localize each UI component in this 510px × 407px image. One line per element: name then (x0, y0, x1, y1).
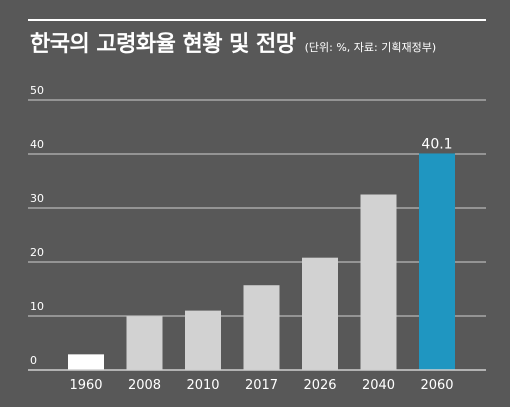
bar-2040 (360, 194, 397, 370)
y-tick-label-40: 40 (30, 138, 44, 151)
bar-2060 (419, 153, 455, 370)
title-top-rule (28, 19, 486, 21)
y-tick-label-10: 10 (30, 300, 44, 313)
y-tick-label-20: 20 (30, 246, 44, 259)
x-tick-label-1960: 1960 (69, 378, 102, 393)
x-tick-label-2017: 2017 (245, 378, 278, 393)
y-tick-label-50: 50 (30, 84, 44, 97)
bar-1960 (68, 354, 104, 370)
y-tick-label-30: 30 (30, 192, 44, 205)
chart-title: 한국의 고령화율 현황 및 전망 (30, 32, 296, 57)
chart-subtitle: (단위: %, 자료: 기획재정부) (304, 41, 437, 54)
bar-2017 (243, 285, 280, 370)
x-tick-label-2026: 2026 (303, 378, 336, 393)
title-row: 한국의 고령화율 현황 및 전망 (단위: %, 자료: 기획재정부) (30, 26, 500, 58)
y-tick-label-0: 0 (30, 354, 37, 367)
x-tick-label-2008: 2008 (128, 378, 161, 393)
x-tick-label-2040: 2040 (362, 378, 395, 393)
x-tick-label-2010: 2010 (186, 378, 219, 393)
bar-2026 (302, 257, 338, 370)
bar-2010 (185, 310, 221, 370)
bar-2008 (126, 316, 163, 370)
x-tick-label-2060: 2060 (420, 378, 453, 393)
data-label-2060: 40.1 (421, 136, 452, 152)
